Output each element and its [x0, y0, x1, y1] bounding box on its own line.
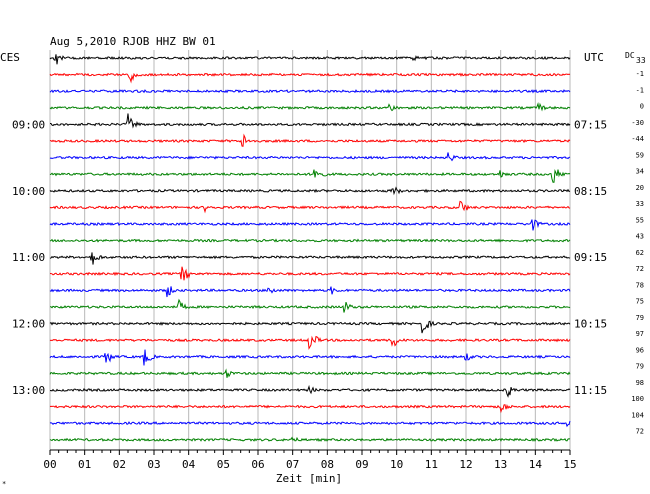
right-hour-label: 10:15: [574, 318, 607, 331]
trace-row: [49, 72, 571, 84]
chart-title: Aug 5,2010 RJOB HHZ BW 01: [50, 35, 216, 48]
trace-row: [49, 186, 571, 196]
left-timezone-label: CES: [0, 51, 20, 64]
left-hour-label: 09:00: [12, 118, 45, 131]
dc-offset-value: 79: [636, 363, 644, 371]
trace-row: [49, 266, 571, 281]
left-hour-labels: 09:00 10:00 11:00 12:00 13:00: [12, 118, 45, 397]
x-tick-label: 10: [390, 458, 403, 471]
trace-row: [49, 101, 571, 112]
dc-header-label: DC: [625, 51, 635, 60]
trace-row: [50, 113, 571, 129]
trace-row: [49, 349, 571, 366]
trace-row: [49, 200, 571, 214]
x-tick-label: 08: [321, 458, 334, 471]
trace-row: [49, 252, 571, 265]
dc-offset-value: 33: [636, 200, 644, 208]
trace-row: [49, 219, 571, 231]
trace-row: [49, 368, 571, 378]
dc-offset-labels: -1 -1 0 -30 -44 59 34 20 33 55 43 62 72 78 75 79 97 96 79 9…: [631, 70, 644, 436]
corner-mark-icon: *: [2, 480, 6, 488]
x-tick-label: 14: [529, 458, 543, 471]
x-tick-label: 07: [286, 458, 299, 471]
trace-row: [49, 404, 571, 414]
trace-row: [49, 133, 571, 147]
x-tick-label: 03: [147, 458, 160, 471]
x-axis-label: Zeit [min]: [276, 472, 342, 485]
x-tick-label: 06: [251, 458, 264, 471]
x-tick-label: 02: [113, 458, 126, 471]
x-axis: 00 01 02 03 04 05 06 07 08 09 10 11 12 13 14 15: [43, 449, 577, 471]
x-tick-label: 15: [563, 458, 576, 471]
right-timezone-label: UTC: [584, 51, 604, 64]
trace-row: [49, 54, 571, 65]
x-tick-label: 11: [425, 458, 438, 471]
dc-offset-value: 78: [636, 281, 644, 289]
trace-row: [50, 298, 571, 313]
dc-offset-value: 75: [636, 298, 644, 306]
dc-offset-value: 55: [636, 216, 644, 224]
dc-offset-value: 34: [636, 168, 644, 176]
dc-offset-value: 72: [636, 265, 644, 273]
left-hour-label: 12:00: [12, 318, 45, 331]
dc-offset-value: 98: [636, 379, 644, 387]
x-tick-label: 09: [355, 458, 368, 471]
chart-grid: [49, 50, 571, 450]
trace-row: [49, 335, 571, 350]
x-tick-label: 01: [78, 458, 91, 471]
dc-offset-value: 96: [636, 346, 644, 354]
x-tick-label: 04: [182, 458, 196, 471]
right-hour-label: 08:15: [574, 185, 607, 198]
dc-offset-value: -1: [636, 70, 644, 78]
dc-offset-value: -30: [631, 119, 644, 127]
trace-row: [49, 384, 571, 398]
dc-offset-value: -44: [631, 135, 644, 143]
x-tick-label: 05: [217, 458, 230, 471]
x-tick-label: 13: [494, 458, 507, 471]
dc-offset-value: 20: [636, 184, 644, 192]
dc-offset-value: 79: [636, 314, 644, 322]
trace-row: [49, 320, 571, 334]
trace-row: [49, 420, 571, 428]
right-hour-labels: 07:15 08:15 09:15 10:15 11:15: [574, 118, 607, 397]
dc-offset-value: 0: [640, 103, 644, 111]
left-hour-label: 13:00: [12, 384, 45, 397]
trace-row: [49, 436, 571, 442]
dc-offset-value: 100: [631, 395, 644, 403]
left-hour-label: 10:00: [12, 185, 45, 198]
trace-row: [49, 89, 571, 94]
dc-offset-value: 59: [636, 151, 644, 159]
dc-offset-value: 43: [636, 233, 644, 241]
x-tick-label: 00: [43, 458, 56, 471]
trace-group: [49, 54, 571, 442]
trace-row: [49, 286, 571, 298]
dc-offset-value: 62: [636, 249, 644, 257]
trace-row: [49, 169, 571, 183]
trace-row: [49, 238, 571, 243]
dc-header-sub: 33: [636, 56, 646, 65]
x-tick-label: 12: [459, 458, 472, 471]
dc-offset-value: 104: [631, 411, 644, 419]
right-hour-label: 09:15: [574, 251, 607, 264]
dc-offset-value: 72: [636, 428, 644, 436]
dc-offset-value: -1: [636, 86, 644, 94]
dc-offset-value: 97: [636, 330, 644, 338]
trace-row: [49, 152, 571, 162]
right-hour-label: 07:15: [574, 118, 607, 131]
left-hour-label: 11:00: [12, 251, 45, 264]
right-hour-label: 11:15: [574, 384, 607, 397]
